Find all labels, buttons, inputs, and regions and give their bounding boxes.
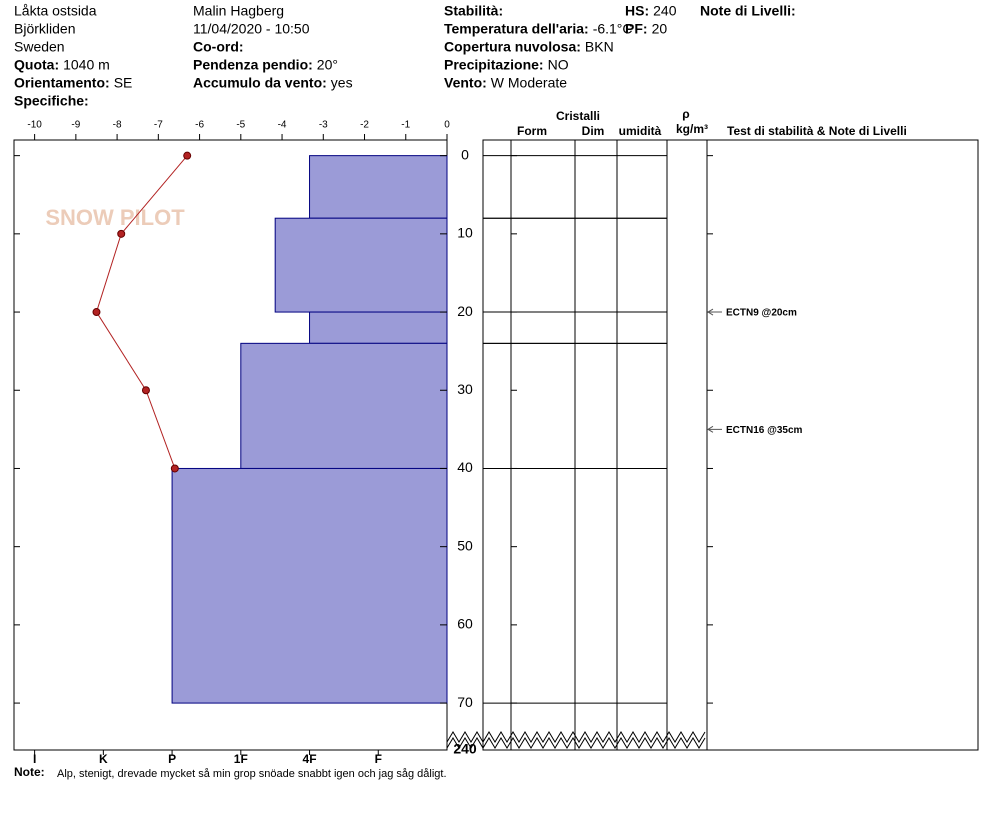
field-value: NO [548,57,569,73]
hardness-bar [309,155,448,219]
field-label: Note di Livelli: [700,3,796,19]
y-tick-label: 50 [457,537,473,553]
col-header: Form [517,124,547,138]
hardness-tick-label: F [375,752,382,766]
temp-tick-label: -7 [154,120,163,131]
field-label: Orientamento: [14,75,110,91]
field-label: Co-ord: [193,39,244,55]
hardness-tick-label: I [33,752,36,766]
hardness-tick-label: 4F [303,752,317,766]
y-tick-label: 10 [457,225,473,241]
temp-tick-label: -8 [113,120,122,131]
field-label: HS: [625,3,649,19]
field-label: Stabilità: [444,3,503,19]
temp-tick-label: -9 [71,120,80,131]
field-value: -6.1°C [593,21,633,37]
field-label: Vento: [444,75,487,91]
field-label: Precipitazione: [444,57,544,73]
temperature-point [183,151,192,160]
y-tick-label: 60 [457,616,473,632]
table-frame [482,139,979,751]
location: Sweden [14,39,65,55]
temperature-line [95,155,188,469]
field-value: 240 [653,3,677,19]
y-tick-label: 30 [457,381,473,397]
col-header: Cristalli [556,109,600,123]
observer: Malin Hagberg [193,3,284,19]
field-value: 20° [317,57,338,73]
hardness-tick-label: P [168,752,176,766]
field-value: SE [114,75,133,91]
col-header: Dim [582,124,605,138]
temp-tick-label: -4 [278,120,287,131]
hardness-bar [240,342,448,469]
field-label: Pendenza pendio: [193,57,313,73]
col-header: Test di stabilità & Note di Livelli [727,124,907,138]
field-value: W Moderate [491,75,567,91]
test-label: ECTN9 @20cm [726,308,797,319]
temp-tick-label: -5 [236,120,245,131]
location: Låkta ostsida [14,3,97,19]
field-label: Copertura nuvolosa: [444,39,581,55]
hardness-bar [171,467,448,704]
y-tick-label: 0 [461,146,469,162]
temp-tick-label: -2 [360,120,369,131]
temp-tick-label: -3 [319,120,328,131]
y-tick-label: 70 [457,694,473,710]
temperature-point [170,464,179,473]
column-lines [510,140,708,750]
test-label: ECTN16 @35cm [726,425,803,436]
temperature-point [141,386,150,395]
test-arrow [707,308,722,316]
hardness-bar [274,217,448,313]
field-label: Accumulo da vento: [193,75,327,91]
location: Björkliden [14,21,75,37]
field-label: Quota: [14,57,59,73]
field-value: yes [331,75,353,91]
field-value: BKN [585,39,614,55]
note-label: Note: [14,765,45,779]
temperature-point [117,229,126,238]
datetime: 11/04/2020 - 10:50 [193,21,310,37]
col-header: kg/m³ [676,122,708,136]
ground-label: 240 [453,741,477,757]
temp-tick-label: -10 [27,120,42,131]
test-arrow [707,425,722,433]
temp-tick-label: 0 [444,120,450,131]
temp-tick-label: -1 [401,120,410,131]
field-label: Temperatura dell'aria: [444,21,589,37]
field-label: PF: [625,21,648,37]
hardness-tick-label: 1F [234,752,248,766]
field-value: 1040 m [63,57,110,73]
col-header: umidità [619,124,662,138]
field-value: 20 [652,21,668,37]
logo: SNOW PILOT [45,205,185,230]
note-text: Alp, stenigt, drevade mycket så min grop… [57,768,447,780]
axis-break [446,731,706,743]
axis-break [446,737,706,749]
temperature-point [92,308,101,317]
temp-tick-label: -6 [195,120,204,131]
col-header: ρ [682,107,689,121]
hardness-tick-label: K [99,752,108,766]
y-tick-label: 40 [457,459,473,475]
field-label: Specifiche: [14,93,89,109]
y-tick-label: 20 [457,303,473,319]
hardness-bar [309,311,448,344]
